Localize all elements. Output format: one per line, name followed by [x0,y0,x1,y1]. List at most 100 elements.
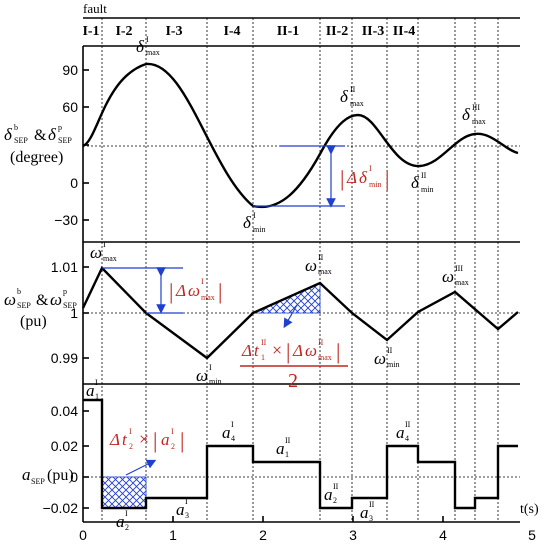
svg-text:I: I [129,427,132,436]
y-tick-label: 0.99 [51,350,78,366]
svg-text:a: a [22,465,31,484]
omega-min-2-label: ω II min [374,346,399,369]
svg-text:t: t [122,430,128,449]
svg-text:δ: δ [4,125,13,144]
svg-text:I: I [103,240,106,249]
phase-label: I-3 [165,24,182,39]
svg-text:I: I [146,35,149,44]
svg-text:δ: δ [243,213,252,232]
phase-label: II-1 [277,24,300,39]
svg-text:I: I [253,211,256,220]
svg-text:III: III [455,264,463,273]
svg-text:×: × [272,340,282,360]
y-tick-label: 60 [62,99,78,115]
svg-text:II: II [285,436,291,445]
a2-2-label: a II 2 [324,482,339,505]
delta-curve [82,62,519,209]
omega-max-3-label: ω III max [442,264,469,287]
svg-text:max: max [201,293,215,302]
svg-text:max: max [103,254,117,263]
x-tick-label: 5 [528,527,536,543]
svg-text:min: min [209,377,221,386]
svg-text:a: a [276,439,285,458]
svg-text:δ: δ [340,87,349,106]
omega-max-2-label: ω II max [305,253,332,276]
svg-text:II: II [405,420,411,429]
svg-text:max: max [318,267,332,276]
svg-text:Δ: Δ [292,341,303,360]
svg-text:2: 2 [288,370,298,392]
svg-text:ω: ω [305,341,317,360]
svg-text:a: a [324,485,333,504]
svg-text:1: 1 [95,392,99,401]
svg-text:min: min [387,360,399,369]
y-tick-label: 0.02 [51,438,78,454]
svg-text:I: I [171,427,174,436]
svg-text:a: a [161,430,170,449]
x-tick-label: 2 [259,527,267,543]
svg-text:I: I [231,420,234,429]
phase-label: II-4 [393,24,416,39]
red-t-a-label: Δ t I 2 × | a I 2 | [109,427,184,453]
x-tick-label: 0 [79,527,87,543]
svg-text:a: a [86,381,95,400]
svg-text:4: 4 [231,434,235,443]
red-t-omega-label: Δ t II 1 × | Δ ω II max | 2 [240,338,348,392]
phase-boundaries [101,18,499,522]
svg-text:&: & [34,127,47,144]
svg-text:II: II [318,253,324,262]
svg-text:3: 3 [185,511,189,520]
y-tick-label: 90 [62,62,78,78]
svg-text:(pu): (pu) [20,313,47,330]
fault-label: fault [83,1,107,16]
svg-text:I: I [125,509,128,518]
svg-text:δ: δ [411,173,420,192]
svg-text:(pu): (pu) [47,467,74,484]
delta-max-3-label: δ III max [462,103,486,126]
svg-text:|: | [218,279,222,304]
svg-text:max: max [318,353,332,362]
svg-text:δ: δ [462,105,471,124]
svg-text:I: I [95,378,98,387]
svg-text:2: 2 [125,523,129,532]
phase-label: I-2 [115,24,132,39]
x-tick-label: 3 [349,527,357,543]
svg-text:SEP: SEP [14,136,28,145]
svg-text:a: a [176,500,185,519]
a3-1-label: a I 3 [176,497,189,520]
svg-text:I: I [369,164,372,173]
svg-text:a: a [222,423,231,442]
a1-2-label: a II 1 [276,436,291,459]
x-unit-label: t(s) [520,502,539,517]
a2-1-label: a I 2 [116,509,129,532]
omega-curve [81,265,519,360]
svg-text:SEP: SEP [17,301,31,310]
svg-text:2: 2 [171,442,175,451]
omega-max-1-label: ω I max [90,240,117,263]
hatched-area [101,476,147,509]
svg-text:p: p [58,123,62,132]
svg-text:|: | [340,166,344,191]
svg-text:δ: δ [359,168,368,187]
panel-delta: 90 60 0 −30 [54,46,520,243]
panel-a: 0.04 0.02 −0.02 [43,384,520,523]
y-tick-label: 0 [70,469,78,485]
svg-text:1: 1 [285,450,289,459]
svg-text:δ: δ [48,125,57,144]
svg-text:b: b [14,123,18,132]
delta-max-2-label: δ II max [340,85,364,108]
svg-text:ω: ω [305,256,317,275]
a-step-curve [83,398,518,510]
svg-text:ω: ω [50,290,62,309]
svg-text:Δ: Δ [175,281,186,300]
svg-text:II: II [318,338,324,347]
panel2-ylabel: ω b SEP & ω p SEP (pu) [4,287,77,330]
svg-text:II: II [261,338,267,347]
svg-text:ω: ω [90,243,102,262]
svg-text:III: III [472,103,480,112]
svg-text:I: I [201,277,204,286]
svg-text:2: 2 [129,442,133,451]
svg-text:max: max [146,48,160,57]
svg-text:max: max [455,278,469,287]
svg-text:ω: ω [188,281,200,300]
